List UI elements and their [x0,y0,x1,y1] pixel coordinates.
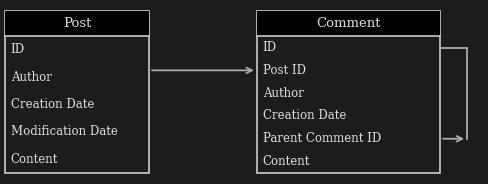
Text: ID: ID [262,41,276,54]
Text: Parent Comment ID: Parent Comment ID [262,132,380,145]
Text: Post: Post [62,17,91,30]
Text: Creation Date: Creation Date [11,98,94,111]
Text: ID: ID [11,43,25,56]
Bar [256,11,439,173]
Text: Post ID: Post ID [262,64,305,77]
Bar [5,11,149,36]
Text: Modification Date: Modification Date [11,125,118,138]
Text: Comment: Comment [316,17,380,30]
Text: Author: Author [11,71,52,84]
Text: Content: Content [11,153,58,166]
Text: Content: Content [262,155,309,168]
Bar [5,11,149,173]
Text: Creation Date: Creation Date [262,109,346,122]
Bar [256,11,439,36]
Text: Author: Author [262,87,303,100]
